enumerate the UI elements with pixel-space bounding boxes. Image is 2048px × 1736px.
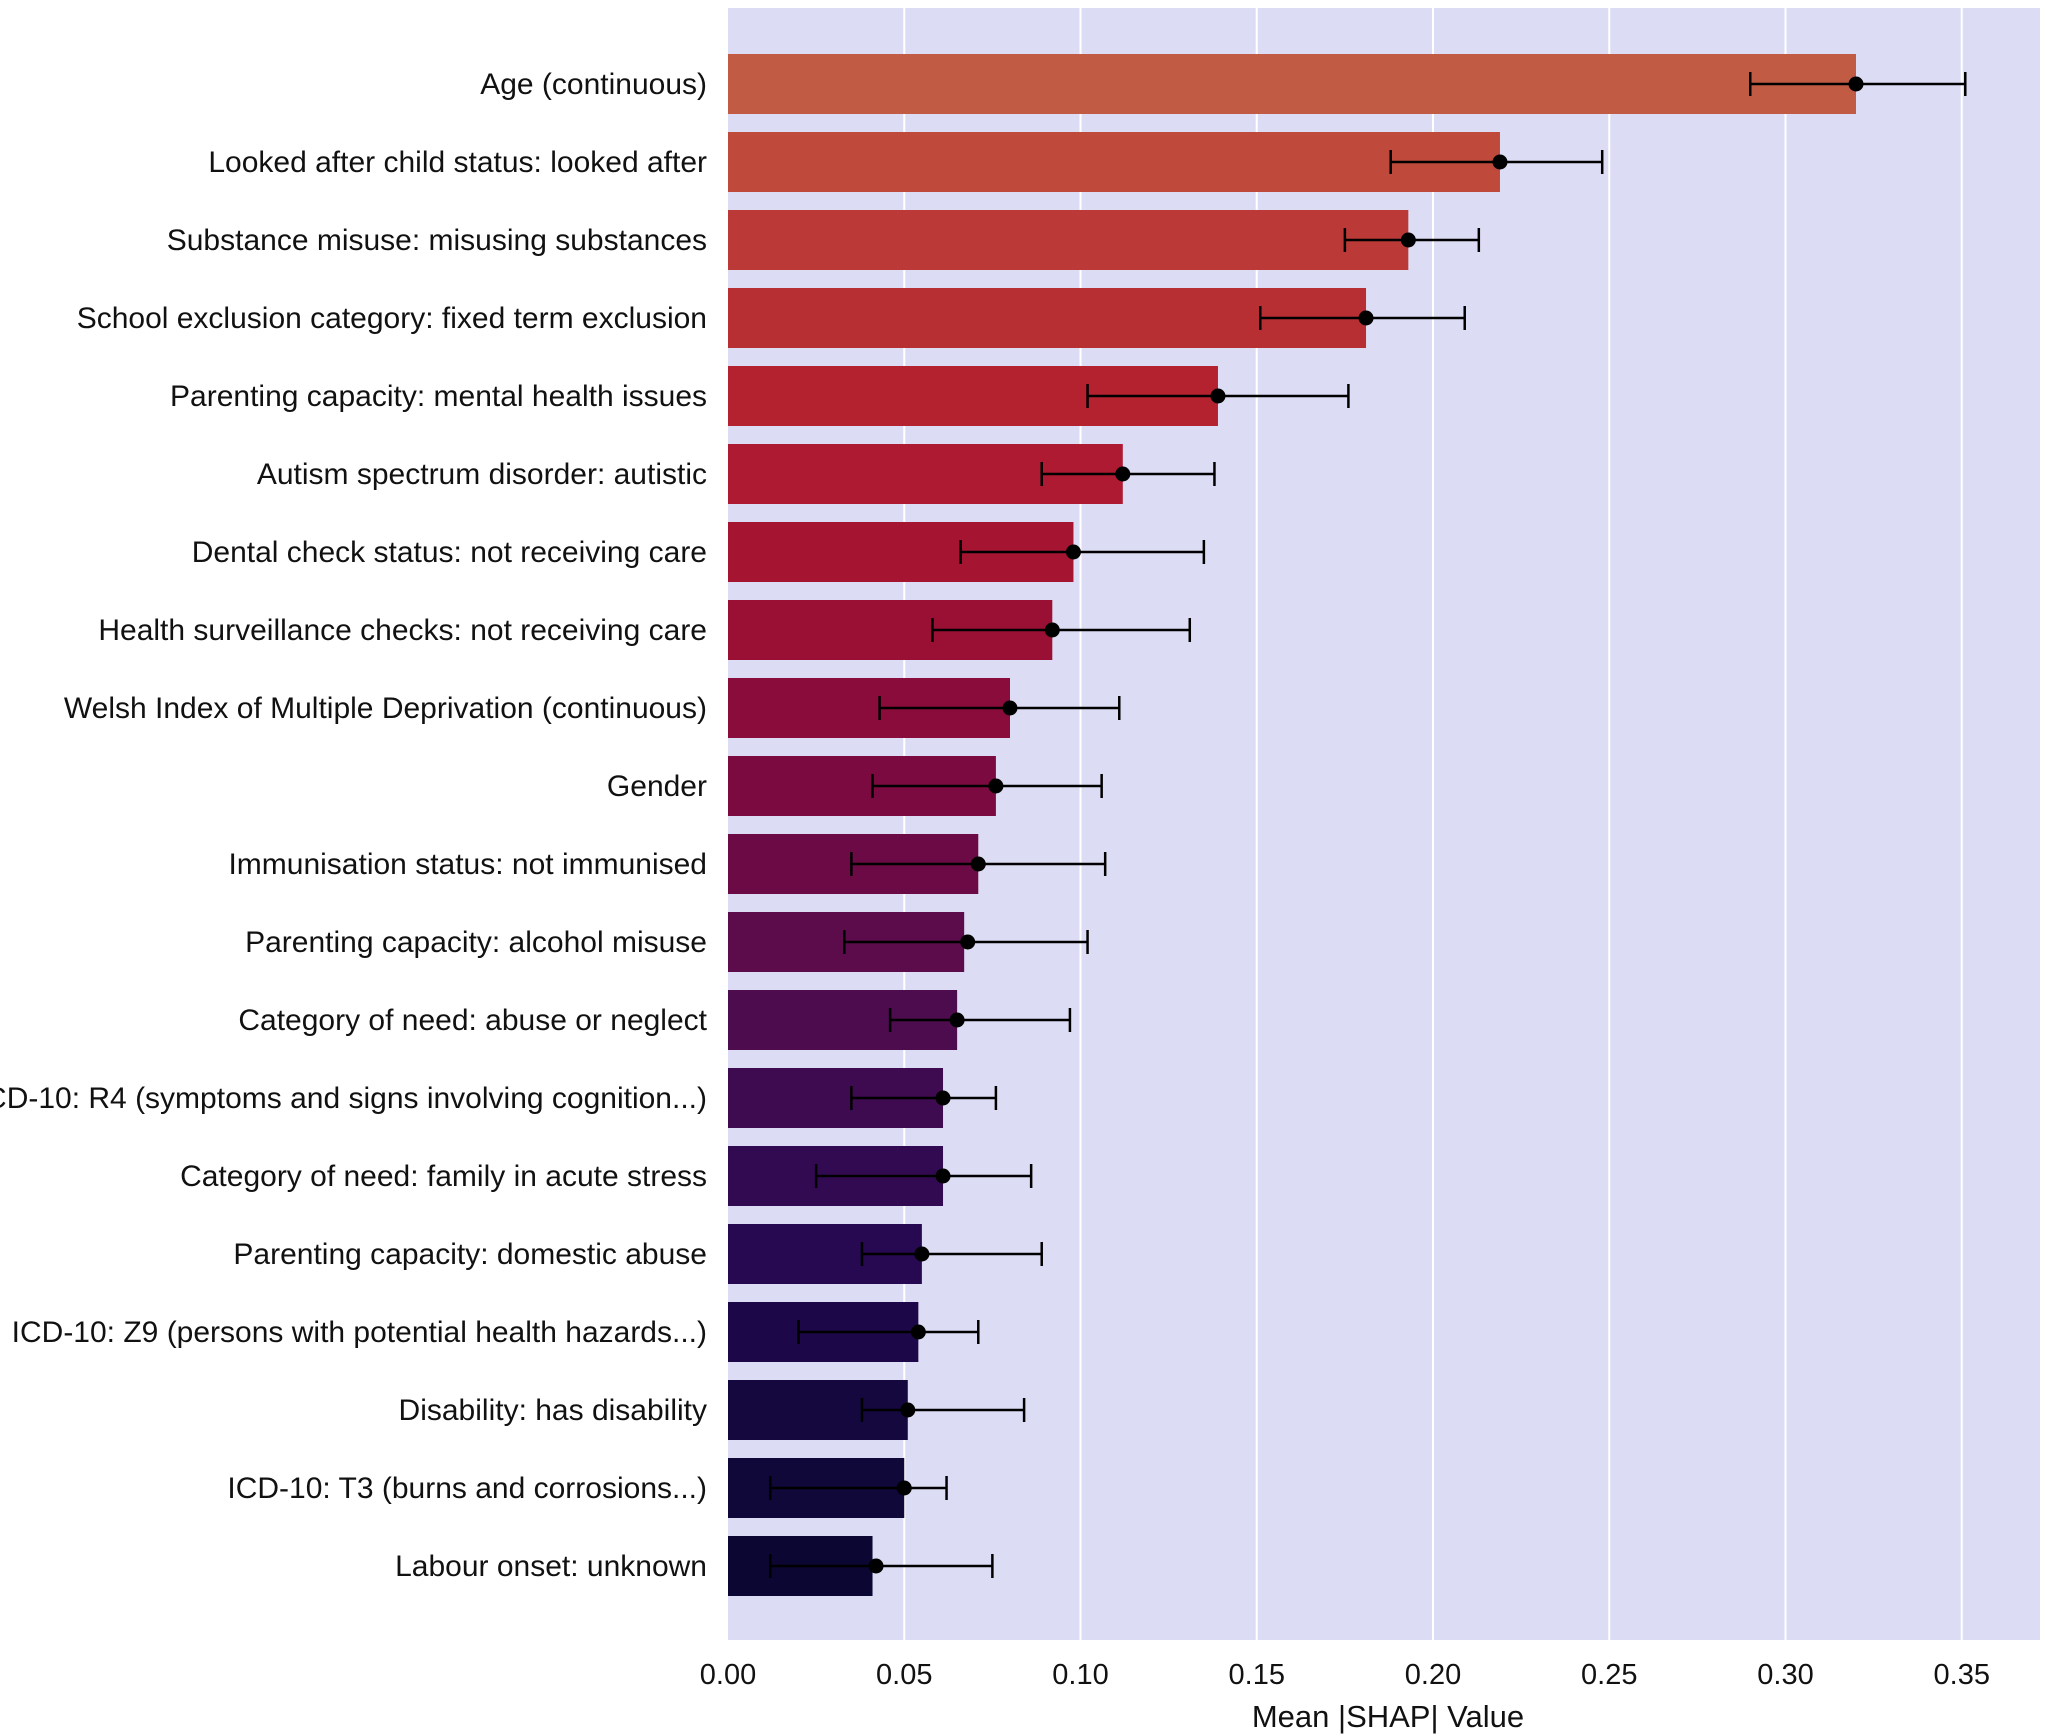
error-bar [888, 1008, 1072, 1032]
point-estimate [935, 1168, 951, 1184]
category-label: ICD-10: Z9 (persons with potential healt… [12, 1316, 707, 1349]
x-axis-ticks: 0.00 0.05 0.10 0.15 0.20 0.25 0.30 0.35 [700, 1659, 1990, 1691]
error-bars [769, 72, 1967, 1578]
category-label: Parenting capacity: domestic abuse [233, 1238, 707, 1271]
category-label: ICD-10: R4 (symptoms and signs involving… [0, 1082, 707, 1115]
x-tick-label: 0.35 [1934, 1659, 1990, 1691]
error-bar [850, 1086, 998, 1110]
point-estimate [1002, 700, 1018, 716]
error-bar [860, 1398, 1026, 1422]
point-estimate [914, 1246, 930, 1262]
bar [728, 54, 1856, 114]
x-tick-label: 0.00 [700, 1659, 756, 1691]
gridlines [903, 8, 1963, 1640]
x-tick-label: 0.25 [1581, 1659, 1637, 1691]
category-labels: Age (continuous) Looked after child statu… [0, 68, 708, 1583]
point-estimate [1115, 466, 1131, 482]
point-estimate [949, 1012, 965, 1028]
x-tick-label: 0.20 [1405, 1659, 1461, 1691]
error-bar [814, 1164, 1033, 1188]
category-label: Substance misuse: misusing substances [167, 224, 707, 257]
category-label: Parenting capacity: alcohol misuse [245, 926, 707, 959]
x-tick-label: 0.15 [1229, 1659, 1285, 1691]
category-label: Health surveillance checks: not receivin… [98, 614, 707, 647]
category-label: Dental check status: not receiving care [192, 536, 707, 569]
category-label: Welsh Index of Multiple Deprivation (con… [64, 692, 707, 725]
error-bar [860, 1242, 1043, 1266]
bar [728, 132, 1500, 192]
category-label: Looked after child status: looked after [208, 146, 707, 179]
category-label: Disability: has disability [399, 1394, 707, 1427]
category-label: Parenting capacity: mental health issues [170, 380, 707, 413]
point-estimate [1492, 154, 1508, 170]
error-bar [878, 696, 1121, 720]
error-bar [769, 1476, 948, 1500]
category-label: Age (continuous) [480, 68, 707, 101]
error-bar [797, 1320, 980, 1344]
point-estimate [970, 856, 986, 872]
point-estimate [1044, 622, 1060, 638]
point-estimate [1848, 76, 1864, 92]
error-bar [871, 774, 1103, 798]
category-label: Category of need: family in acute stress [180, 1160, 707, 1193]
category-label: Gender [607, 770, 707, 803]
point-estimate [960, 934, 976, 950]
point-estimate [910, 1324, 926, 1340]
point-estimate [900, 1402, 916, 1418]
point-estimate [988, 778, 1004, 794]
category-label: Autism spectrum disorder: autistic [257, 458, 707, 491]
x-tick-label: 0.30 [1757, 1659, 1813, 1691]
x-tick-label: 0.10 [1052, 1659, 1108, 1691]
category-label: Immunisation status: not immunised [228, 848, 707, 881]
bar [728, 210, 1409, 270]
point-estimate [1358, 310, 1374, 326]
point-estimate [1400, 232, 1416, 248]
plot-background [728, 8, 2040, 1640]
point-estimate [868, 1558, 884, 1574]
category-label: Labour onset: unknown [395, 1550, 707, 1583]
point-estimate [1065, 544, 1081, 560]
x-axis-title: Mean |SHAP| Value [1252, 1699, 1524, 1734]
category-label: ICD-10: T3 (burns and corrosions...) [227, 1472, 707, 1505]
point-estimate [1210, 388, 1226, 404]
category-label: School exclusion category: fixed term ex… [77, 302, 707, 335]
point-estimate [896, 1480, 912, 1496]
x-tick-label: 0.05 [876, 1659, 932, 1691]
error-bar [931, 618, 1192, 642]
error-bar [959, 540, 1206, 564]
category-label: Category of need: abuse or neglect [238, 1004, 707, 1037]
point-estimate [935, 1090, 951, 1106]
